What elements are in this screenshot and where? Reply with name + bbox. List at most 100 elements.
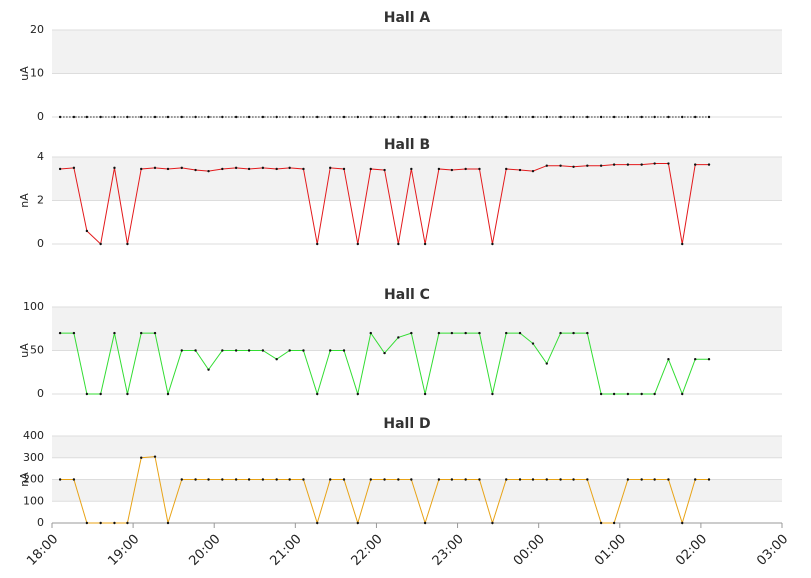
data-point [694,358,697,361]
data-point [707,163,711,166]
data-point [329,478,332,481]
y-tick-label: 0 [37,110,44,123]
data-point [369,331,372,335]
data-point [126,521,129,525]
data-point [356,115,359,119]
data-point [612,163,616,166]
data-point [72,331,76,335]
data-point [316,115,319,119]
data-point [437,115,441,119]
data-point [369,167,372,171]
plot-band [52,436,782,458]
data-point [464,331,467,335]
data-point [99,242,102,246]
data-point [247,478,251,481]
data-point [640,392,643,396]
data-point [140,115,143,119]
data-point [166,521,170,525]
data-point [572,478,575,481]
x-tick-label: 19:00 [105,532,142,569]
data-point [153,455,157,458]
data-point [586,164,589,167]
data-point [599,164,603,167]
plot-band [52,479,782,502]
data-point [99,521,102,525]
data-point [586,115,589,119]
data-point [437,478,441,481]
data-point [559,331,562,335]
data-point [653,392,656,396]
y-tick-label: 10 [30,67,44,80]
data-point [140,456,143,459]
data-point [85,115,89,119]
data-point [342,167,346,171]
data-point [410,478,413,481]
data-point [518,168,522,172]
y-tick-label: 0 [37,237,44,250]
data-point [342,478,346,481]
y-axis-label: uA [18,343,31,358]
data-point [450,478,454,481]
data-point [247,167,251,171]
data-point [491,392,494,396]
data-point [221,478,224,481]
data-point [478,478,481,481]
panel-title: Hall B [384,137,430,153]
x-tick-label: 01:00 [592,532,629,569]
y-tick-label: 50 [30,344,44,357]
data-point [261,349,265,352]
data-point [194,168,197,172]
x-tick-label: 20:00 [186,532,223,569]
data-point [207,478,210,481]
data-point [288,115,291,119]
data-point [302,167,305,171]
data-point [491,115,494,119]
data-point [58,167,62,171]
data-point [559,115,562,119]
data-point [140,331,143,335]
data-point [72,166,76,170]
data-point [275,167,278,171]
data-point [383,115,386,119]
data-point [505,478,508,481]
data-point [302,115,305,119]
data-point [707,115,711,119]
data-point [85,229,89,233]
data-point [397,242,400,246]
y-tick-label: 0 [37,516,44,529]
data-point [572,331,575,335]
y-tick-label: 2 [37,194,44,207]
data-point [478,115,481,119]
data-point [316,392,319,396]
data-point [113,166,116,170]
data-point [450,168,454,172]
data-point [99,392,102,396]
data-point [545,362,548,365]
panel-title: Hall D [383,416,430,432]
data-point [531,115,535,119]
data-point [275,478,278,481]
data-point [545,478,548,481]
data-point [397,115,400,119]
data-point [153,115,157,119]
panel-title: Hall A [384,10,431,26]
data-point [247,349,251,352]
data-point [681,242,684,246]
data-point [423,392,427,396]
data-point [126,392,129,396]
data-point [383,168,386,172]
data-point [478,331,481,335]
data-point [383,351,386,355]
data-point [423,521,427,525]
data-point [166,392,170,396]
data-point [545,164,548,167]
x-tick-label: 18:00 [24,532,61,569]
data-point [450,331,454,335]
data-point [626,163,630,166]
data-point [518,115,522,119]
data-point [612,521,616,525]
y-tick-label: 300 [23,451,44,464]
data-point [397,336,400,339]
data-point [342,115,346,119]
